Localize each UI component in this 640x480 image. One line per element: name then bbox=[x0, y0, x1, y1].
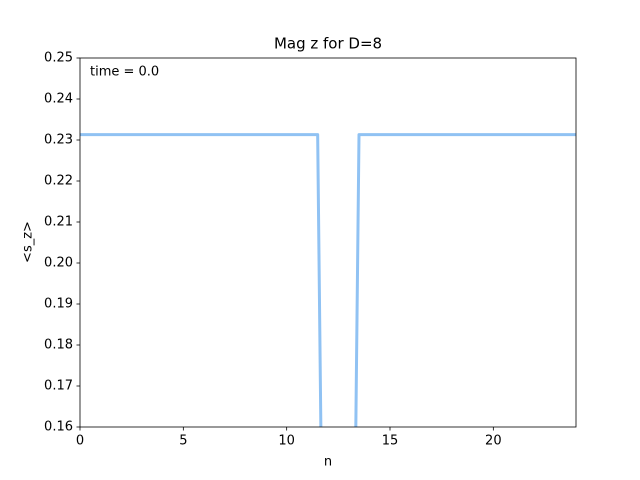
data-line bbox=[80, 133, 576, 427]
y-tick-label: 0.25 bbox=[44, 51, 73, 66]
chart-title: Mag z for D=8 bbox=[274, 35, 382, 53]
x-tick-label: 20 bbox=[485, 434, 502, 449]
x-tick-label: 5 bbox=[179, 434, 187, 449]
y-tick-label: 0.23 bbox=[44, 133, 73, 148]
plot-frame bbox=[79, 57, 577, 428]
y-tick-label: 0.21 bbox=[44, 215, 73, 230]
x-tick-label: 10 bbox=[278, 434, 295, 449]
y-axis-label: <s_z> bbox=[21, 221, 36, 263]
y-tick-label: 0.20 bbox=[44, 256, 73, 271]
x-tick-label: 15 bbox=[382, 434, 399, 449]
y-tick-label: 0.16 bbox=[44, 420, 73, 435]
y-tick-label: 0.22 bbox=[44, 174, 73, 189]
y-tick-label: 0.24 bbox=[44, 92, 73, 107]
y-tick-label: 0.18 bbox=[44, 338, 73, 353]
x-tick-label: 0 bbox=[76, 434, 84, 449]
y-tick-label: 0.19 bbox=[44, 297, 73, 312]
annotation: time = 0.0 bbox=[90, 65, 159, 80]
x-axis-label: n bbox=[324, 455, 332, 470]
y-tick-label: 0.17 bbox=[44, 379, 73, 394]
